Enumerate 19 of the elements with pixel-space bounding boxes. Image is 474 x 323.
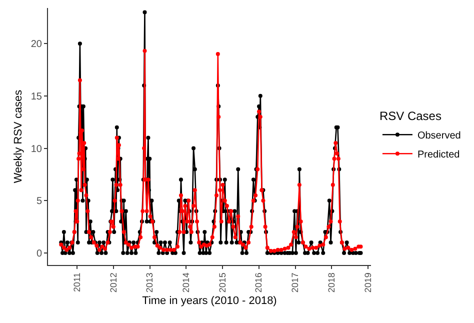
y-tick-label: 5: [36, 196, 42, 208]
legend-label: Observed: [417, 130, 461, 142]
y-axis-title: Weekly RSV cases: [12, 89, 25, 184]
x-tick-label: 2014: [181, 272, 192, 293]
x-tick-label: 2015: [217, 272, 228, 293]
x-tick-label: 2011: [72, 272, 82, 292]
x-tick-label: 2016: [254, 272, 264, 293]
x-tick-label: 2012: [108, 272, 118, 293]
legend-label: Predicted: [417, 150, 460, 160]
x-tick-label: 2017: [290, 272, 300, 293]
legend-title: RSV Cases: [379, 109, 442, 124]
y-tick-label: 0: [36, 248, 42, 260]
x-tick-label: 2018: [326, 272, 337, 293]
x-tick-label: 2019: [362, 272, 373, 293]
y-tick-label: 10: [30, 144, 42, 155]
x-axis-title: Time in years (2010 - 2018): [142, 294, 277, 307]
y-tick-label: 20: [30, 39, 42, 50]
x-tick-label: 2013: [144, 272, 155, 293]
y-tick-label: 15: [30, 91, 42, 102]
